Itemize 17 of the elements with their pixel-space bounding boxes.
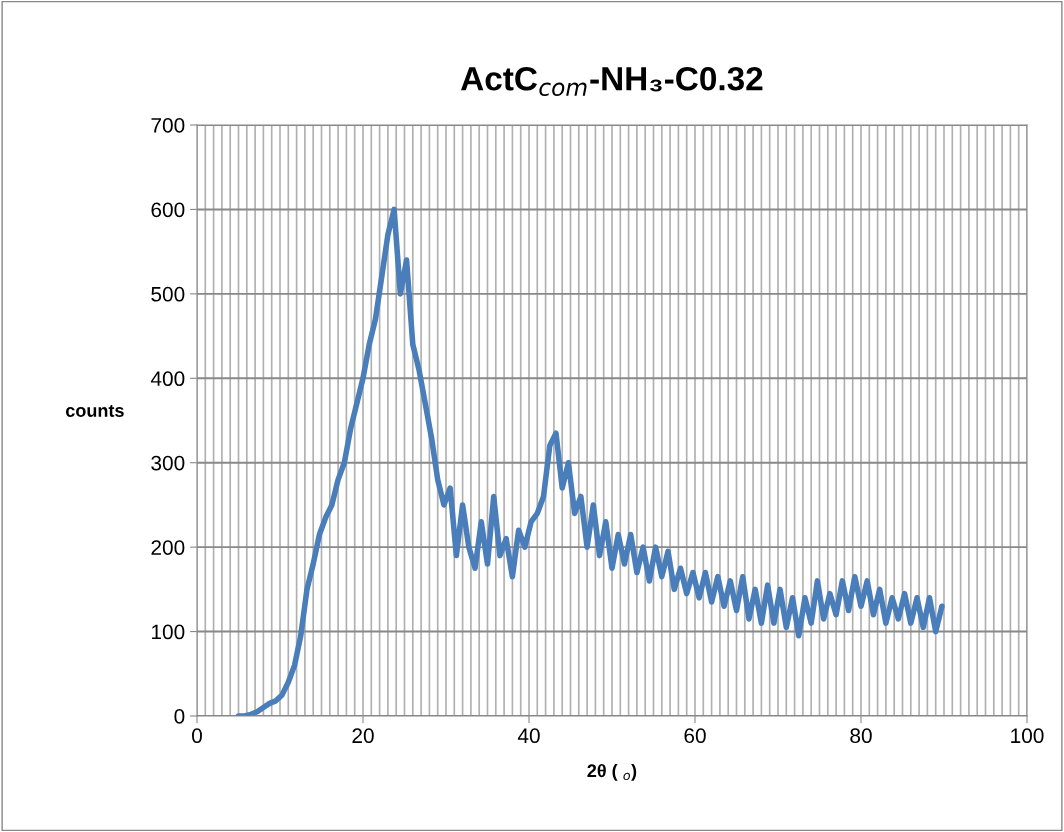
y-tick-label: 200 (151, 540, 185, 555)
y-tick-label: 700 (151, 118, 185, 133)
x-tick-label: 20 (352, 728, 374, 744)
y-tick-label: 0 (174, 709, 185, 724)
y-tick-label: 100 (152, 624, 185, 640)
x-tick-label: 0 (192, 728, 202, 744)
y-tick-label: 600 (151, 202, 185, 218)
y-tick-label: 300 (151, 455, 185, 471)
y-tick-label: 500 (151, 286, 185, 302)
x-tick-label: 40 (517, 728, 540, 744)
x-tick-label: 60 (684, 728, 706, 744)
x-tick-label: 100 (1011, 728, 1044, 744)
y-tick-label: 400 (150, 371, 185, 387)
y-axis-title: counts (66, 404, 124, 417)
x-tick-label: 80 (850, 728, 872, 744)
x-axis-title: 2θ ( $_{o}$) (587, 763, 637, 781)
chart-title: ActC$_{com}$-NH₃-C0.32 (460, 66, 763, 97)
